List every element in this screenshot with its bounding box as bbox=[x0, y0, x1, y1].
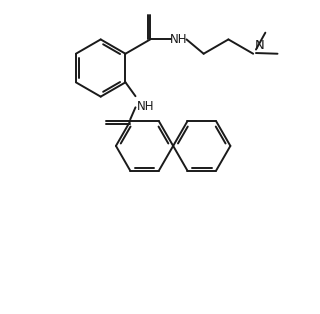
Text: NH: NH bbox=[137, 100, 155, 113]
Text: NH: NH bbox=[170, 33, 188, 46]
Text: N: N bbox=[255, 39, 265, 52]
